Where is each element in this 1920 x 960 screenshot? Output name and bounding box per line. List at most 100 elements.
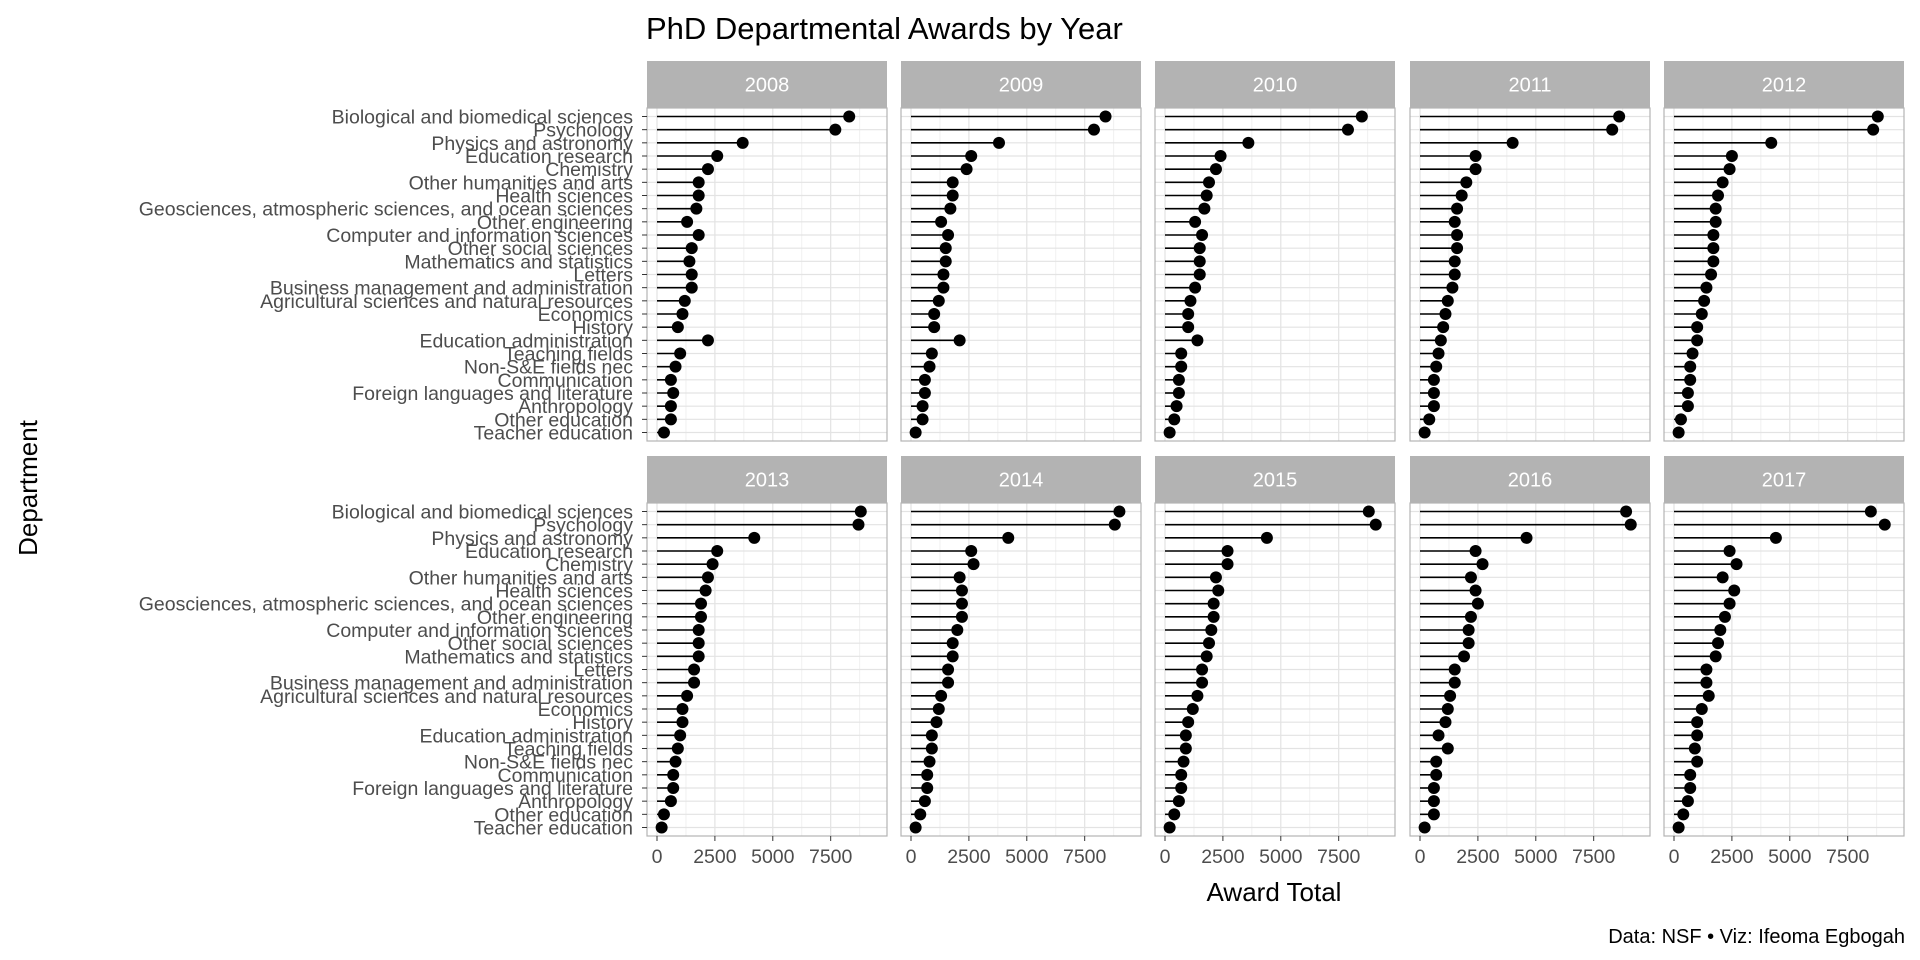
lollipop-point	[935, 215, 948, 228]
lollipop-point	[1427, 795, 1440, 808]
lollipop-point	[918, 387, 931, 399]
lollipop-point	[925, 742, 938, 755]
lollipop-point	[909, 821, 922, 834]
y-tick-label: Education administration	[419, 330, 633, 352]
lollipop-point	[1707, 229, 1720, 241]
lollipop-point	[1191, 334, 1204, 347]
lollipop-point	[1198, 202, 1211, 215]
lollipop-point	[1196, 676, 1209, 689]
chart-title: PhD Departmental Awards by Year	[646, 11, 1123, 46]
lollipop-point	[676, 716, 689, 729]
x-tick-label: 0	[1669, 846, 1680, 868]
lollipop-point	[681, 215, 694, 228]
lollipop-point	[685, 242, 698, 255]
y-tick-label: Mathematics and statistics	[404, 251, 633, 273]
lollipop-point	[1688, 742, 1701, 755]
facet-strip-label: 2016	[1508, 470, 1553, 492]
facet-strip	[901, 61, 1141, 108]
y-tick-label: Teaching fields	[504, 739, 633, 761]
lollipop-point	[953, 334, 966, 347]
lollipop-point	[1439, 716, 1452, 729]
lollipop-point	[923, 360, 936, 373]
lollipop-point	[1193, 255, 1206, 268]
y-tick-label: Letters	[573, 660, 633, 682]
lollipop-point	[1177, 755, 1190, 768]
x-tick-label: 7500	[1063, 846, 1107, 868]
facet-panel-2008: 2008 Biological and biomedical sciencesPs…	[139, 61, 888, 445]
x-tick-label: 7500	[1317, 846, 1361, 868]
lollipop-point	[1620, 505, 1633, 518]
y-tick-label: Education research	[465, 146, 633, 168]
lollipop-point	[1455, 189, 1468, 202]
lollipop-point	[1672, 821, 1685, 834]
lollipop-point	[1430, 755, 1443, 768]
lollipop-point	[1471, 597, 1484, 610]
lollipop-point	[939, 255, 952, 268]
lollipop-point	[918, 795, 931, 808]
lollipop-point	[1691, 729, 1704, 742]
lollipop-point	[937, 281, 950, 294]
y-tick-label: History	[572, 317, 633, 339]
lollipop-point	[914, 808, 927, 821]
x-tick-label: 2500	[1710, 846, 1754, 868]
lollipop-point	[1684, 373, 1697, 386]
y-tick-label: Chemistry	[545, 554, 633, 576]
lollipop-point	[1705, 268, 1718, 281]
lollipop-point	[1427, 782, 1440, 794]
lollipop-point	[1695, 703, 1708, 715]
lollipop-point	[701, 334, 714, 347]
lollipop-point	[1362, 505, 1375, 518]
y-tick-label: Computer and information sciences	[326, 620, 633, 642]
y-tick-label: Mathematics and statistics	[404, 646, 633, 668]
lollipop-point	[1212, 584, 1225, 597]
lollipop-point	[671, 321, 684, 334]
lollipop-point	[1191, 689, 1204, 702]
y-tick-label: Teacher education	[474, 818, 633, 840]
lollipop-point	[1672, 426, 1685, 439]
lollipop-point	[1168, 413, 1181, 426]
y-tick-label: Teaching fields	[504, 344, 633, 366]
lollipop-point	[1170, 400, 1183, 413]
lollipop-point	[1441, 742, 1454, 755]
lollipop-point	[1179, 729, 1192, 742]
x-tick-label: 2500	[1456, 846, 1500, 868]
lollipop-point	[1469, 584, 1482, 597]
lollipop-point	[1707, 242, 1720, 255]
lollipop-point	[939, 242, 952, 255]
lollipop-point	[1172, 795, 1185, 808]
x-tick-label: 2500	[1201, 846, 1245, 868]
lollipop-point	[1108, 518, 1121, 531]
lollipop-point	[951, 624, 964, 636]
facet-panel-2014: 2014 0 2500 5000 7500	[900, 456, 1142, 868]
lollipop-point	[1469, 150, 1482, 162]
lollipop-point	[1182, 716, 1195, 729]
facet-strip	[1664, 456, 1904, 503]
lollipop-point	[1441, 703, 1454, 715]
lollipop-point	[1260, 531, 1273, 544]
lollipop-point	[1464, 610, 1477, 623]
lollipop-point	[1448, 215, 1461, 228]
lollipop-point	[695, 597, 707, 610]
lollipop-point	[1193, 268, 1206, 281]
x-tick-label: 0	[1415, 846, 1426, 868]
lollipop-point	[946, 650, 959, 663]
facet-strip	[901, 456, 1141, 503]
facet-strip-label: 2012	[1762, 75, 1807, 97]
lollipop-point	[960, 163, 973, 176]
lollipop-point	[1432, 729, 1445, 742]
y-tick-label: Health sciences	[495, 581, 633, 603]
lollipop-point	[1002, 531, 1015, 544]
lollipop-point	[711, 545, 724, 557]
y-tick-label: Health sciences	[495, 186, 633, 208]
lollipop-point	[1175, 768, 1188, 781]
lollipop-point	[942, 663, 955, 676]
y-axis-title: Department	[13, 419, 43, 556]
lollipop-point	[1427, 808, 1440, 821]
lollipop-point	[1691, 321, 1704, 334]
y-tick-label: Anthropology	[518, 791, 633, 813]
x-tick-label: 5000	[1259, 846, 1303, 868]
y-tick-label: Communication	[498, 765, 633, 787]
lollipop-point	[1878, 518, 1891, 531]
lollipop-point	[1427, 400, 1440, 413]
lollipop-point	[967, 558, 980, 571]
